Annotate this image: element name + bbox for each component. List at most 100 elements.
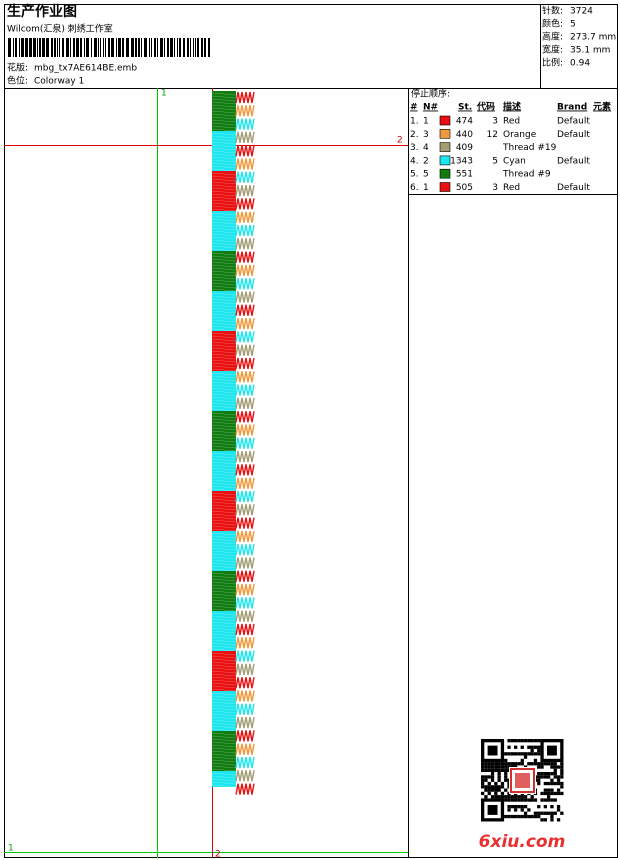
stitch (211, 279, 237, 283)
stitch (211, 381, 237, 385)
stitch (211, 288, 237, 292)
bar (170, 38, 173, 57)
stitch (211, 732, 237, 736)
qr-module (510, 752, 514, 756)
qr-module (553, 762, 557, 766)
qr-module (543, 775, 547, 779)
fill-block (212, 91, 236, 131)
stitch (211, 353, 237, 357)
colorway-label: 色位: (7, 75, 28, 87)
qr-module (543, 791, 547, 796)
stitch (211, 341, 237, 345)
qr-module (481, 762, 485, 766)
row-stitches: 1343 (450, 156, 473, 166)
stitch (211, 442, 237, 446)
stitch (211, 181, 237, 185)
stitch (211, 587, 237, 591)
qr-module (487, 785, 491, 789)
qr-module (523, 795, 528, 799)
qr-module (497, 772, 501, 776)
qr-module (560, 781, 564, 786)
satin-stitch (235, 610, 255, 622)
satin-stitch (235, 756, 255, 769)
stitch (211, 338, 237, 342)
stitch (211, 328, 237, 332)
stitch (211, 255, 237, 259)
stitch (211, 153, 237, 157)
stitch (211, 655, 237, 659)
qr-module (514, 739, 518, 743)
qr-module (527, 798, 531, 802)
stitch (211, 784, 237, 788)
bar (94, 38, 97, 57)
column-header: 描述 (503, 101, 521, 113)
satin-stitch (235, 251, 255, 263)
info-value: 5 (570, 20, 576, 30)
stitch (211, 285, 237, 289)
qr-module (510, 814, 514, 819)
row-description: Orange (503, 130, 537, 140)
qr-module (514, 805, 518, 809)
satin-stitch (235, 131, 255, 144)
satin-stitch (235, 690, 255, 702)
stitch (211, 199, 237, 203)
qr-module (517, 739, 521, 743)
stitch (211, 538, 237, 542)
qr-module (481, 781, 485, 786)
stitch (211, 276, 237, 280)
stitch (211, 175, 237, 179)
qr-module (490, 768, 495, 772)
qr-module (537, 778, 541, 782)
qr-module (494, 765, 498, 769)
qr-module (520, 739, 524, 743)
colorway: Colorway 1 (34, 77, 84, 87)
bar (59, 38, 60, 57)
satin-stitch (235, 424, 255, 436)
qr-module (530, 795, 534, 799)
qr-module (520, 814, 524, 819)
stitch (211, 221, 237, 225)
stitch (211, 658, 237, 662)
bar (98, 38, 99, 57)
qr-module (517, 795, 521, 799)
stitch (211, 559, 237, 563)
stitch (211, 436, 237, 440)
design-file: mbg_tx7AE614BE.emb (34, 64, 137, 74)
row-description: Red (503, 183, 520, 193)
stitch (211, 492, 237, 496)
stitch (211, 405, 237, 409)
stitch (211, 661, 237, 665)
qr-finder-core (487, 745, 498, 756)
qr-module (550, 778, 554, 782)
stitch (211, 292, 237, 296)
stitch (211, 184, 237, 188)
stitch (211, 553, 237, 557)
qr-module (504, 758, 508, 763)
stitch (211, 556, 237, 560)
stitch (211, 704, 237, 708)
stitch (211, 550, 237, 554)
stitch (211, 267, 237, 271)
qr-module (556, 818, 561, 822)
qr-module (494, 768, 498, 772)
qr-module (537, 765, 541, 769)
fill-block (212, 731, 236, 771)
fill-block (212, 411, 236, 451)
qr-module (494, 788, 498, 792)
bar (204, 38, 206, 57)
qr-module (547, 798, 551, 802)
qr-finder (540, 739, 564, 763)
qr-module (523, 752, 528, 756)
qr-module (540, 811, 544, 815)
stitch (211, 159, 237, 163)
qr-module (507, 808, 511, 812)
qr-module (497, 788, 501, 792)
row-index: 5. (410, 170, 419, 180)
qr-module (497, 775, 501, 779)
qr-module (520, 758, 524, 763)
qr-module (487, 775, 491, 779)
stitch (211, 239, 237, 243)
qr-module (550, 791, 554, 796)
bar (73, 38, 75, 57)
stitch (211, 150, 237, 154)
